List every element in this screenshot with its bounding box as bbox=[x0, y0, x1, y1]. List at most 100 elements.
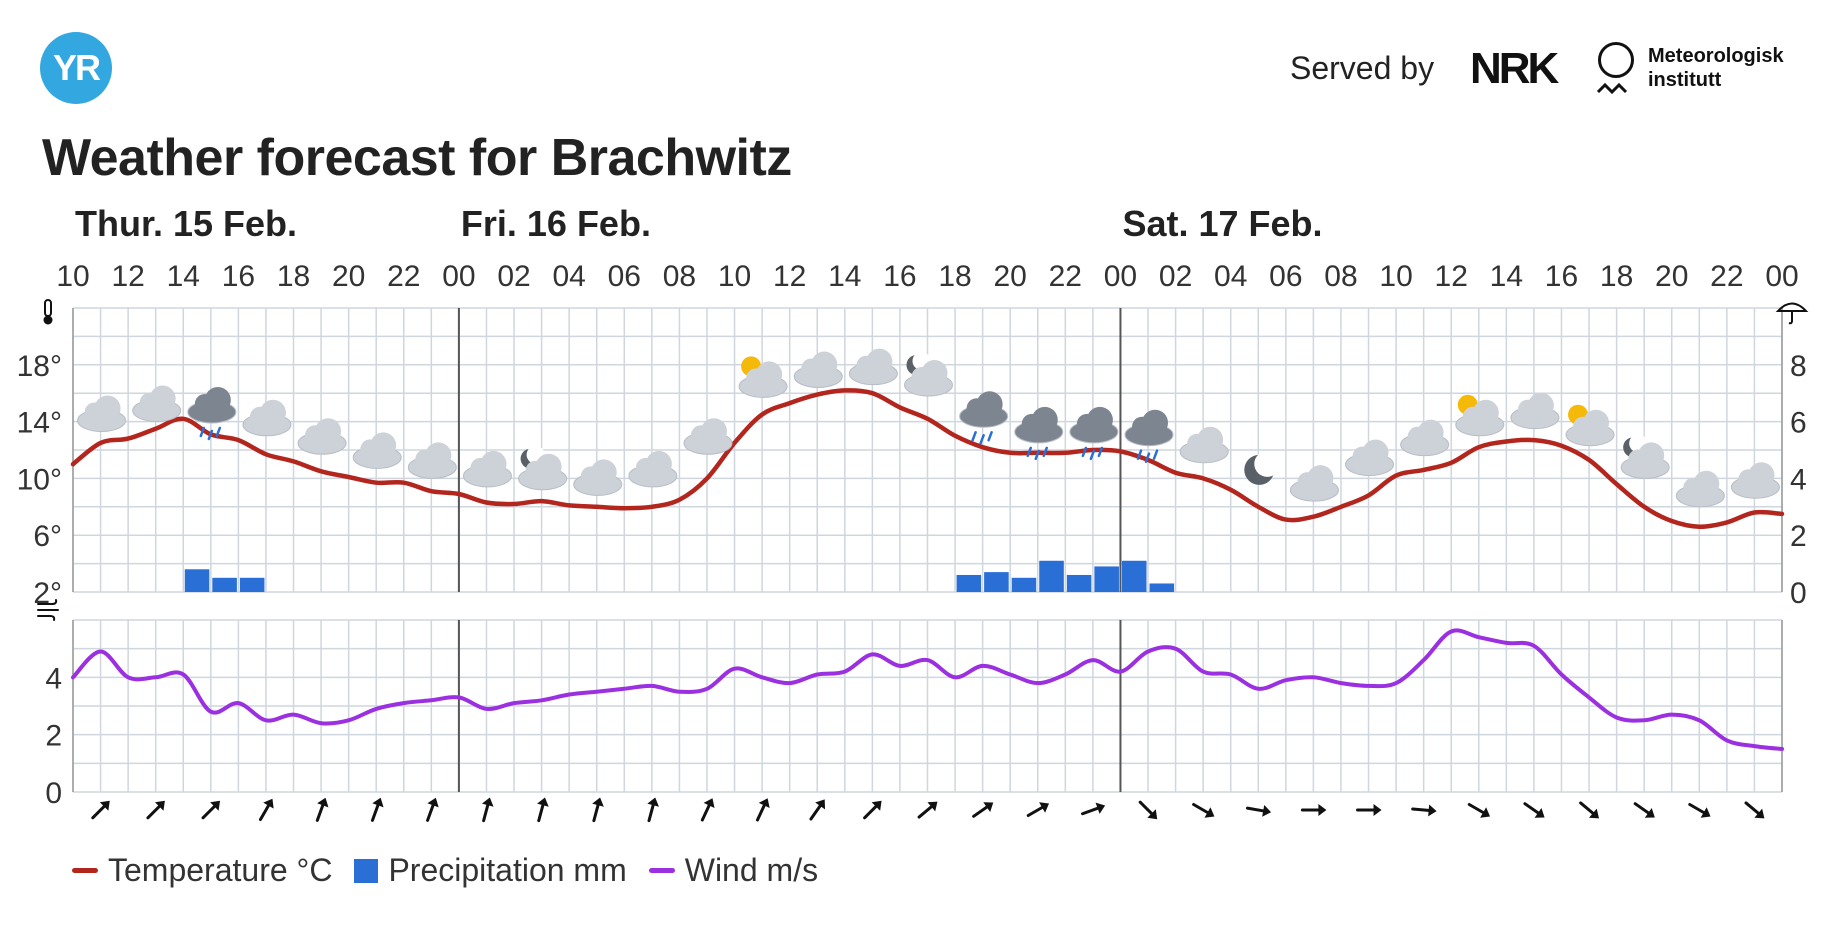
arrow-head bbox=[1039, 802, 1050, 813]
cloud-puff bbox=[590, 459, 617, 486]
wind-icon-lines bbox=[37, 599, 59, 621]
met-logo-text[interactable]: Meteorologisk institutt bbox=[1648, 44, 1784, 92]
cloud-puff bbox=[1638, 442, 1665, 469]
weather-symbol-rain-icon bbox=[1014, 406, 1064, 461]
cloud-puff bbox=[480, 450, 507, 477]
umbrella-canopy bbox=[1775, 302, 1809, 312]
rain-drop bbox=[979, 433, 985, 445]
weather-symbol-moon-icon bbox=[1244, 450, 1281, 485]
arrow-head bbox=[871, 800, 882, 811]
weather-symbol-cloud-icon bbox=[793, 351, 843, 388]
precip-tick-label: 8 bbox=[1790, 350, 1807, 383]
weather-symbol-cloud-icon bbox=[1675, 470, 1725, 508]
weather-symbol-cloud-icon bbox=[848, 348, 898, 386]
cloud-puff bbox=[1142, 409, 1169, 436]
weather-symbol-cloud-icon bbox=[462, 450, 512, 488]
served-by-label: Served by bbox=[1290, 50, 1435, 86]
precip-bar bbox=[184, 569, 210, 592]
hour-label: 00 bbox=[1765, 260, 1798, 293]
cloud-puff bbox=[1307, 465, 1334, 492]
rain-drop bbox=[987, 430, 993, 442]
arrow-head bbox=[99, 800, 110, 811]
thermometer-icon bbox=[43, 299, 53, 325]
hour-label: 20 bbox=[332, 260, 365, 293]
cloud-puff bbox=[700, 418, 727, 445]
cloud-puff bbox=[1472, 399, 1499, 426]
legend-item-temperature[interactable]: Temperature °C bbox=[72, 852, 332, 889]
thermo-bulb bbox=[43, 315, 53, 325]
wind-arrow-icon bbox=[647, 797, 659, 823]
wind-arrow-icon bbox=[1411, 804, 1437, 817]
precipitation-bars bbox=[184, 560, 1175, 592]
rain-drop bbox=[1034, 449, 1041, 461]
wind-arrow-icon bbox=[809, 799, 826, 821]
hour-label: 20 bbox=[994, 260, 1027, 293]
cloud-puff bbox=[535, 453, 562, 480]
weather-symbol-moon-cloud-icon bbox=[1620, 434, 1670, 479]
wind-arrow-icon bbox=[146, 800, 165, 820]
arrow-head bbox=[481, 797, 494, 807]
arrow-head bbox=[1428, 804, 1437, 817]
hour-label: 08 bbox=[663, 260, 696, 293]
cloud-puff bbox=[645, 450, 672, 477]
weather-symbol-cloud-icon bbox=[628, 450, 678, 488]
hour-label: 06 bbox=[608, 260, 641, 293]
chart-legend: Temperature °C Precipitation mm Wind m/s bbox=[72, 852, 840, 889]
hour-label: 14 bbox=[828, 260, 861, 293]
legend-label-wind: Wind m/s bbox=[684, 852, 819, 888]
precip-tick-label: 2 bbox=[1790, 520, 1807, 553]
precip-bar bbox=[1094, 566, 1119, 592]
arrow-head bbox=[1373, 804, 1382, 816]
weather-symbol-cloud-icon bbox=[132, 385, 182, 423]
arrow-head bbox=[1700, 807, 1711, 818]
cloud-puff bbox=[149, 385, 176, 412]
arrow-head bbox=[1204, 807, 1215, 818]
arrow-head bbox=[1644, 807, 1655, 818]
cloud-puff bbox=[1417, 419, 1444, 446]
day-label: Sat. 17 Feb. bbox=[1122, 203, 1322, 244]
hour-label: 14 bbox=[1490, 260, 1523, 293]
weather-symbol-sun-cloud-icon bbox=[1565, 404, 1615, 447]
rain-drop bbox=[971, 430, 977, 442]
wind-line bbox=[71, 628, 1784, 751]
legend-item-precipitation[interactable]: Precipitation mm bbox=[354, 852, 627, 889]
arrow-head bbox=[1480, 807, 1491, 818]
precip-tick-label: 6 bbox=[1790, 407, 1807, 440]
cloud-puff bbox=[259, 399, 286, 426]
hour-label: 22 bbox=[1710, 260, 1743, 293]
arrow-head bbox=[815, 799, 826, 810]
legend-item-wind[interactable]: Wind m/s bbox=[648, 852, 819, 889]
wind-arrow-icon bbox=[258, 798, 274, 822]
weather-symbol-cloud-icon bbox=[683, 418, 733, 455]
weather-symbol-cloud-icon bbox=[407, 442, 457, 479]
day-label: Thur. 15 Feb. bbox=[75, 203, 297, 244]
weather-symbol-cloud-icon bbox=[573, 459, 623, 496]
rain-drop bbox=[1136, 449, 1143, 460]
hour-label: 10 bbox=[718, 260, 751, 293]
nrk-logo[interactable]: NRK bbox=[1470, 44, 1559, 93]
temp-tick-label: 14° bbox=[17, 407, 62, 440]
cloud-puff bbox=[1197, 426, 1224, 453]
hour-label: 02 bbox=[1159, 260, 1192, 293]
cloud-puff bbox=[1031, 406, 1058, 433]
cloud-puff bbox=[1583, 409, 1610, 436]
wind-arrow-icon bbox=[863, 800, 882, 820]
wind-arrow-icon bbox=[537, 797, 549, 823]
hour-label: 04 bbox=[552, 260, 585, 293]
weather-symbol-rain-icon bbox=[1124, 409, 1174, 463]
hour-label: 08 bbox=[1324, 260, 1357, 293]
yr-logo[interactable]: YR bbox=[40, 32, 112, 104]
cloud-puff bbox=[204, 386, 231, 413]
cloud-puff bbox=[1527, 392, 1554, 419]
page-title: Weather forecast for Brachwitz bbox=[42, 129, 792, 187]
weather-symbol-cloud-icon bbox=[77, 395, 127, 432]
hour-label: 12 bbox=[111, 260, 144, 293]
arrow-head bbox=[210, 800, 221, 811]
hour-label: 12 bbox=[1435, 260, 1468, 293]
rain-drop bbox=[199, 426, 206, 438]
wind-arrow-icon bbox=[315, 797, 329, 822]
precip-bar bbox=[1066, 574, 1092, 592]
precip-bar bbox=[1149, 583, 1175, 592]
